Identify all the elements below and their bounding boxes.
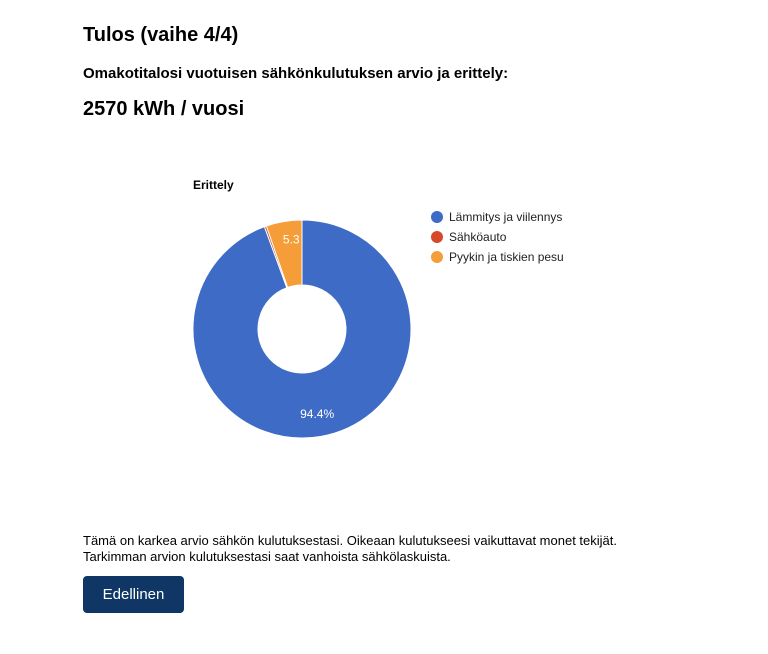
annual-consumption-total: 2570 kWh / vuosi (83, 98, 245, 120)
slice-l-mmitys-ja-viilennys[interactable] (192, 219, 412, 439)
page-subtitle: Omakotitalosi vuotuisen sähkönkulutuksen… (83, 65, 509, 82)
disclaimer-note: Tämä on karkea arvio sähkön kulutuksesta… (83, 533, 703, 565)
legend-label-l-mmitys-ja-viilennys: Lämmitys ja viilennys (449, 210, 562, 224)
previous-button[interactable]: Edellinen (83, 576, 184, 613)
legend-label-s-hk-auto: Sähköauto (449, 230, 507, 244)
breakdown-chart: Erittely 94.4% 5.3 Lämmitys ja viilennys Säh… (83, 160, 643, 480)
disclaimer-line-2: Tarkimman arvion kulutuksestasi saat van… (83, 549, 451, 564)
chart-title: Erittely (193, 178, 234, 192)
legend-marker-pyykin-ja-tiskien-pesu (431, 251, 443, 263)
slice-pyykin-ja-tiskien-pesu[interactable] (265, 219, 303, 289)
disclaimer-line-1: Tämä on karkea arvio sähkön kulutuksesta… (83, 533, 617, 548)
slice-label-l-mmitys-ja-viilennys: 94.4% (300, 407, 334, 421)
page-title: Tulos (vaihe 4/4) (83, 24, 239, 46)
legend-marker-l-mmitys-ja-viilennys (431, 211, 443, 223)
slice-label-pyykin-ja-tiskien-pesu: 5.3 (283, 232, 300, 246)
legend-label-pyykin-ja-tiskien-pesu: Pyykin ja tiskien pesu (449, 250, 564, 264)
donut-chart-svg: Erittely 94.4% 5.3 Lämmitys ja viilennys Säh… (192, 178, 564, 439)
legend-marker-s-hk-auto (431, 231, 443, 243)
